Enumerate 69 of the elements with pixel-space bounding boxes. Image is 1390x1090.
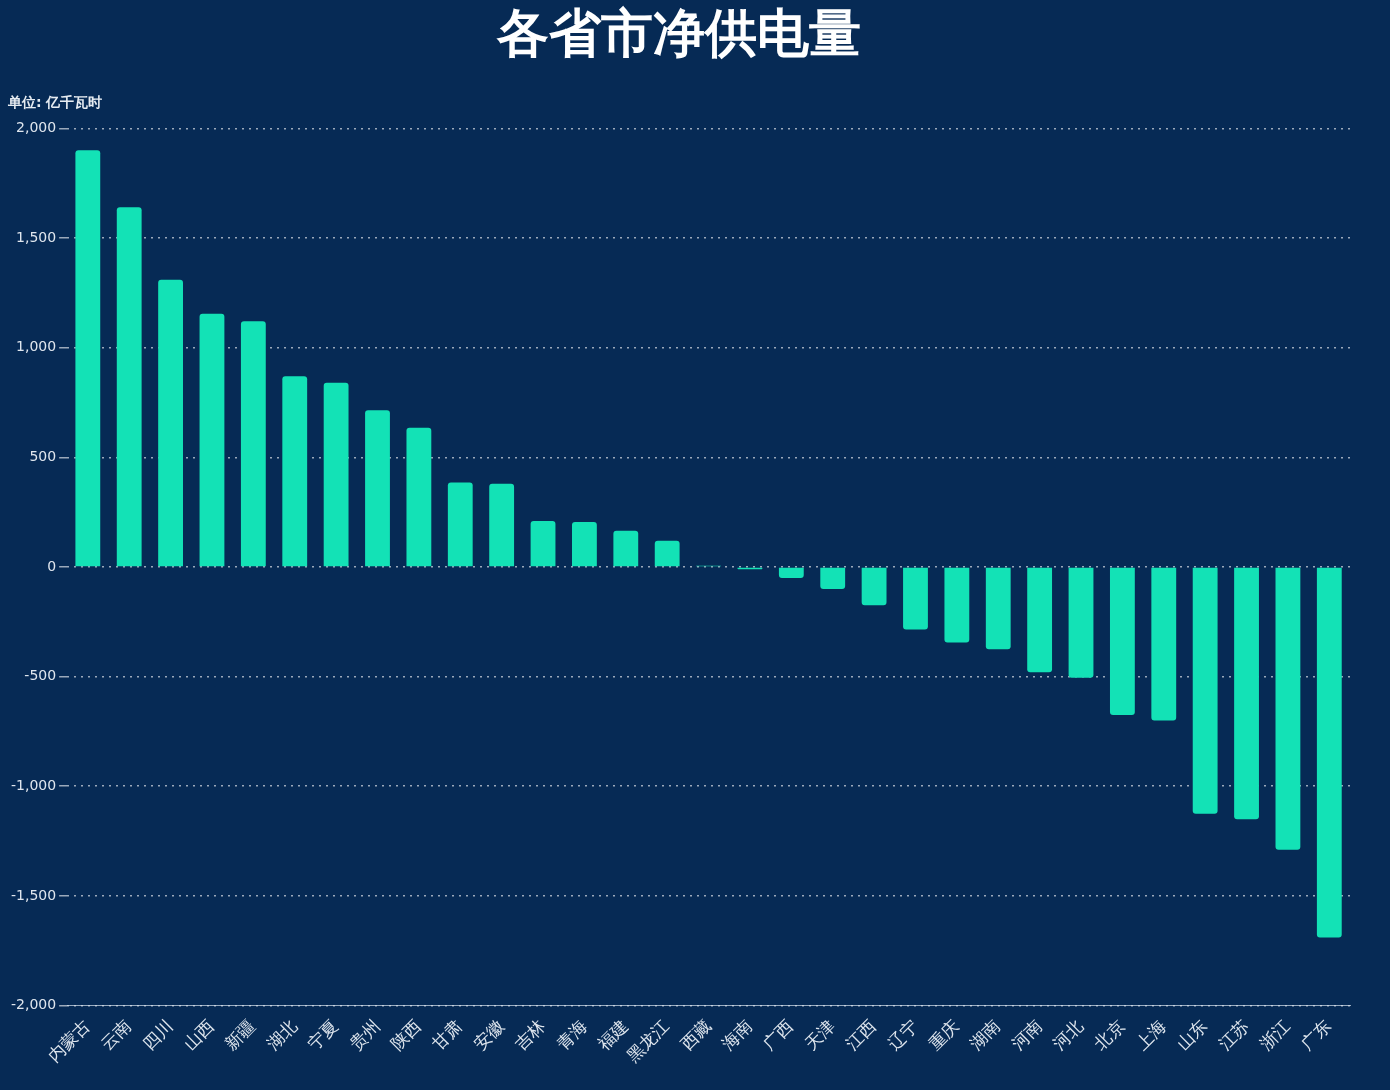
bar [116, 207, 142, 567]
bar [1109, 567, 1135, 715]
x-tick-label: 江西 [841, 1015, 881, 1054]
x-tick-label: 青海 [552, 1015, 591, 1054]
x-tick-label: 山西 [179, 1015, 218, 1054]
bar [613, 530, 639, 567]
chart-title: 各省市净供电量 [496, 2, 861, 63]
bar [530, 520, 556, 567]
x-tick-label: 西藏 [676, 1015, 715, 1054]
x-tick-label: 湖北 [262, 1015, 301, 1054]
x-tick-label: 河南 [1007, 1015, 1046, 1054]
bar [282, 376, 308, 567]
bar [572, 522, 597, 567]
bar [1234, 567, 1259, 820]
bar [323, 382, 349, 567]
bar [1068, 567, 1094, 678]
x-tick-label: 新疆 [221, 1015, 260, 1054]
x-tick-label: 安徽 [469, 1015, 508, 1054]
x-tick-label: 四川 [138, 1015, 177, 1054]
x-tick-label: 山东 [1172, 1015, 1212, 1054]
x-tick-label: 湖南 [966, 1015, 1005, 1054]
x-tick-label: 云南 [96, 1015, 136, 1054]
y-tick-label: -500 [24, 667, 57, 684]
bar [1027, 567, 1053, 673]
y-tick-label: 500 [29, 447, 57, 464]
x-tick-label: 陕西 [386, 1015, 425, 1054]
bar [1151, 567, 1177, 721]
y-tick-label: 0 [47, 557, 57, 574]
bar [365, 410, 390, 567]
y-tick-label: 1,500 [16, 228, 57, 245]
bar [447, 482, 473, 567]
bar [944, 567, 970, 643]
bar [406, 427, 432, 567]
x-tick-label: 重庆 [924, 1015, 963, 1054]
x-tick-label: 吉林 [510, 1015, 549, 1054]
y-tick-label: -1,000 [10, 776, 57, 793]
bar [1275, 567, 1301, 850]
bar [985, 567, 1011, 650]
x-tick-label: 北京 [1090, 1015, 1129, 1054]
y-tick-label: -2,000 [10, 996, 57, 1013]
bar [240, 321, 266, 567]
y-tick-label: 1,000 [16, 338, 57, 355]
bar [820, 567, 846, 589]
x-tick-label: 海南 [717, 1015, 756, 1054]
x-tick-label: 河北 [1048, 1015, 1087, 1054]
bar [1192, 567, 1218, 814]
y-axis-title: 单位: 亿千瓦时 [7, 93, 103, 110]
x-tick-label: 贵州 [345, 1015, 384, 1054]
y-tick-label: 2,000 [16, 119, 57, 136]
x-tick-label: 广东 [1297, 1015, 1336, 1054]
x-tick-label: 江苏 [1214, 1015, 1253, 1054]
y-tick-label: -1,500 [10, 886, 57, 903]
bar [778, 567, 804, 578]
x-tick-label: 浙江 [1255, 1015, 1294, 1054]
bar [654, 540, 680, 567]
bar [199, 313, 225, 567]
x-tick-label: 上海 [1131, 1015, 1170, 1054]
x-tick-label: 天津 [800, 1015, 839, 1054]
bar [75, 150, 101, 567]
bar [489, 483, 515, 567]
bar [861, 567, 887, 606]
x-tick-label: 辽宁 [883, 1015, 922, 1054]
bar [158, 279, 183, 567]
bar [903, 567, 928, 630]
bar [1316, 567, 1342, 938]
x-tick-label: 内蒙古 [43, 1015, 94, 1066]
x-tick-label: 宁夏 [303, 1015, 343, 1054]
x-tick-label: 广西 [759, 1015, 798, 1054]
x-tick-label: 甘肃 [428, 1015, 467, 1054]
